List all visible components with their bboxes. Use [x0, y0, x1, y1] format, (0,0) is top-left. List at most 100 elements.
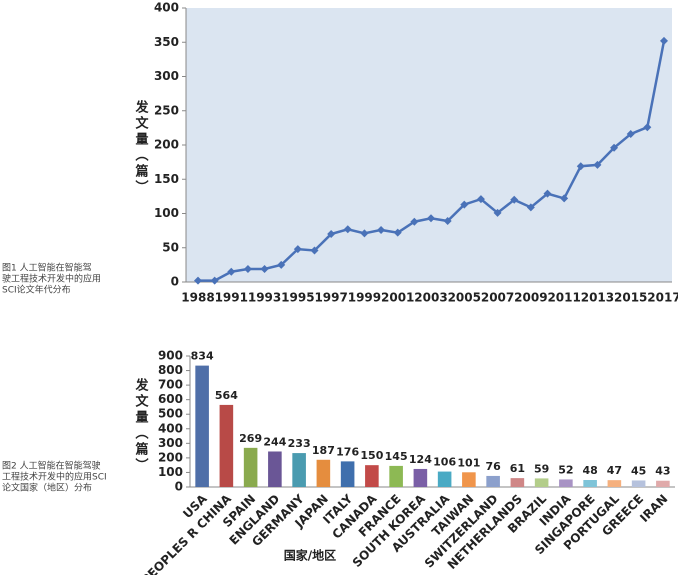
data-label: 48 [582, 464, 597, 477]
data-label: 150 [360, 449, 383, 462]
data-label: 187 [312, 444, 335, 457]
y-tick-label: 0 [171, 275, 179, 289]
y-axis-label: 发文量（篇） [133, 99, 150, 196]
y-tick-label: 500 [158, 407, 183, 421]
bar [195, 365, 209, 487]
x-tick-label: 2001 [381, 291, 414, 305]
y-tick-label: 300 [154, 69, 179, 83]
x-tick-label: 1993 [248, 291, 281, 305]
marker [393, 228, 402, 237]
y-tick-label: 100 [154, 206, 179, 220]
data-label: 124 [409, 453, 432, 466]
bar [486, 475, 500, 487]
x-tick-label: 2007 [481, 291, 514, 305]
data-label: 61 [510, 462, 525, 475]
marker [543, 189, 552, 198]
x-tick-label: 2015 [614, 291, 647, 305]
data-label: 176 [336, 445, 359, 458]
y-tick-label: 250 [154, 103, 179, 117]
data-label: 76 [485, 460, 501, 473]
y-tick-label: 50 [162, 240, 179, 254]
bar [656, 480, 670, 487]
y-tick-label: 400 [158, 421, 183, 435]
marker [293, 245, 302, 254]
y-axis-label: 发文量（篇） [133, 377, 150, 474]
marker [310, 246, 319, 255]
bar [243, 447, 258, 487]
y-tick-label: 600 [158, 392, 183, 406]
y-tick-label: 300 [158, 436, 183, 450]
bar [559, 479, 573, 487]
y-tick-label: 200 [154, 138, 179, 152]
caption: 论文国家（地区）分布 [2, 482, 92, 494]
y-tick-label: 400 [154, 1, 179, 15]
data-label: 101 [457, 456, 480, 469]
marker [227, 267, 236, 276]
bar [413, 468, 428, 487]
marker [210, 276, 219, 285]
y-tick-label: 800 [158, 363, 183, 377]
data-label: 106 [433, 456, 456, 469]
x-tick-label: 1995 [281, 291, 314, 305]
marker [327, 230, 336, 239]
bar [607, 480, 622, 487]
bar [268, 451, 282, 487]
x-tick-label: 2003 [414, 291, 447, 305]
caption: SCI论文年代分布 [2, 284, 71, 296]
caption: 图1 人工智能在智能驾 [2, 262, 92, 274]
bar [365, 465, 379, 487]
data-label: 269 [239, 432, 262, 445]
data-label: 834 [191, 350, 214, 363]
marker [626, 130, 635, 139]
y-tick-label: 900 [158, 349, 183, 363]
bar [534, 478, 549, 487]
x-tick-label: 2011 [547, 291, 580, 305]
marker [560, 194, 569, 203]
bar [219, 404, 234, 487]
y-tick-label: 0 [175, 480, 183, 494]
marker [194, 276, 202, 285]
y-tick-label: 100 [158, 465, 183, 479]
marker [360, 229, 369, 238]
marker [476, 195, 485, 204]
marker [443, 217, 452, 226]
marker [343, 225, 352, 234]
marker [576, 162, 585, 171]
bar [316, 459, 331, 487]
bar [437, 471, 452, 487]
data-label: 43 [655, 465, 670, 478]
x-tick-label: 2017 [647, 291, 678, 305]
x-axis-label: 国家/地区 [284, 548, 336, 563]
bar [462, 472, 476, 487]
y-tick-label: 150 [154, 172, 179, 186]
bar [292, 453, 306, 487]
x-tick-label: IRAN [637, 492, 670, 525]
marker [410, 217, 419, 226]
caption: 工程技术开发中的应用SCI [2, 471, 107, 483]
data-label: 59 [534, 462, 549, 475]
x-tick-label: 1999 [348, 291, 381, 305]
bar [583, 480, 597, 487]
marker [510, 195, 519, 204]
marker [260, 264, 269, 273]
marker [643, 123, 652, 132]
data-label: 244 [263, 435, 286, 448]
data-label: 52 [558, 463, 573, 476]
marker [610, 143, 619, 152]
bar [631, 480, 646, 487]
x-tick-label: 2005 [448, 291, 481, 305]
x-tick-label: 1988 [181, 291, 214, 305]
y-tick-label: 350 [154, 35, 179, 49]
marker [243, 264, 252, 273]
bar [510, 478, 525, 487]
bar [389, 465, 403, 487]
bar [340, 461, 355, 487]
marker [493, 208, 502, 217]
marker [460, 200, 469, 209]
data-label: 45 [631, 464, 646, 477]
marker [660, 36, 668, 45]
x-tick-label: 2009 [514, 291, 547, 305]
marker [526, 203, 535, 212]
marker [593, 160, 602, 169]
